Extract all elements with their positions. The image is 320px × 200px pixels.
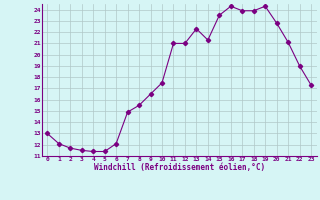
- X-axis label: Windchill (Refroidissement éolien,°C): Windchill (Refroidissement éolien,°C): [94, 163, 265, 172]
